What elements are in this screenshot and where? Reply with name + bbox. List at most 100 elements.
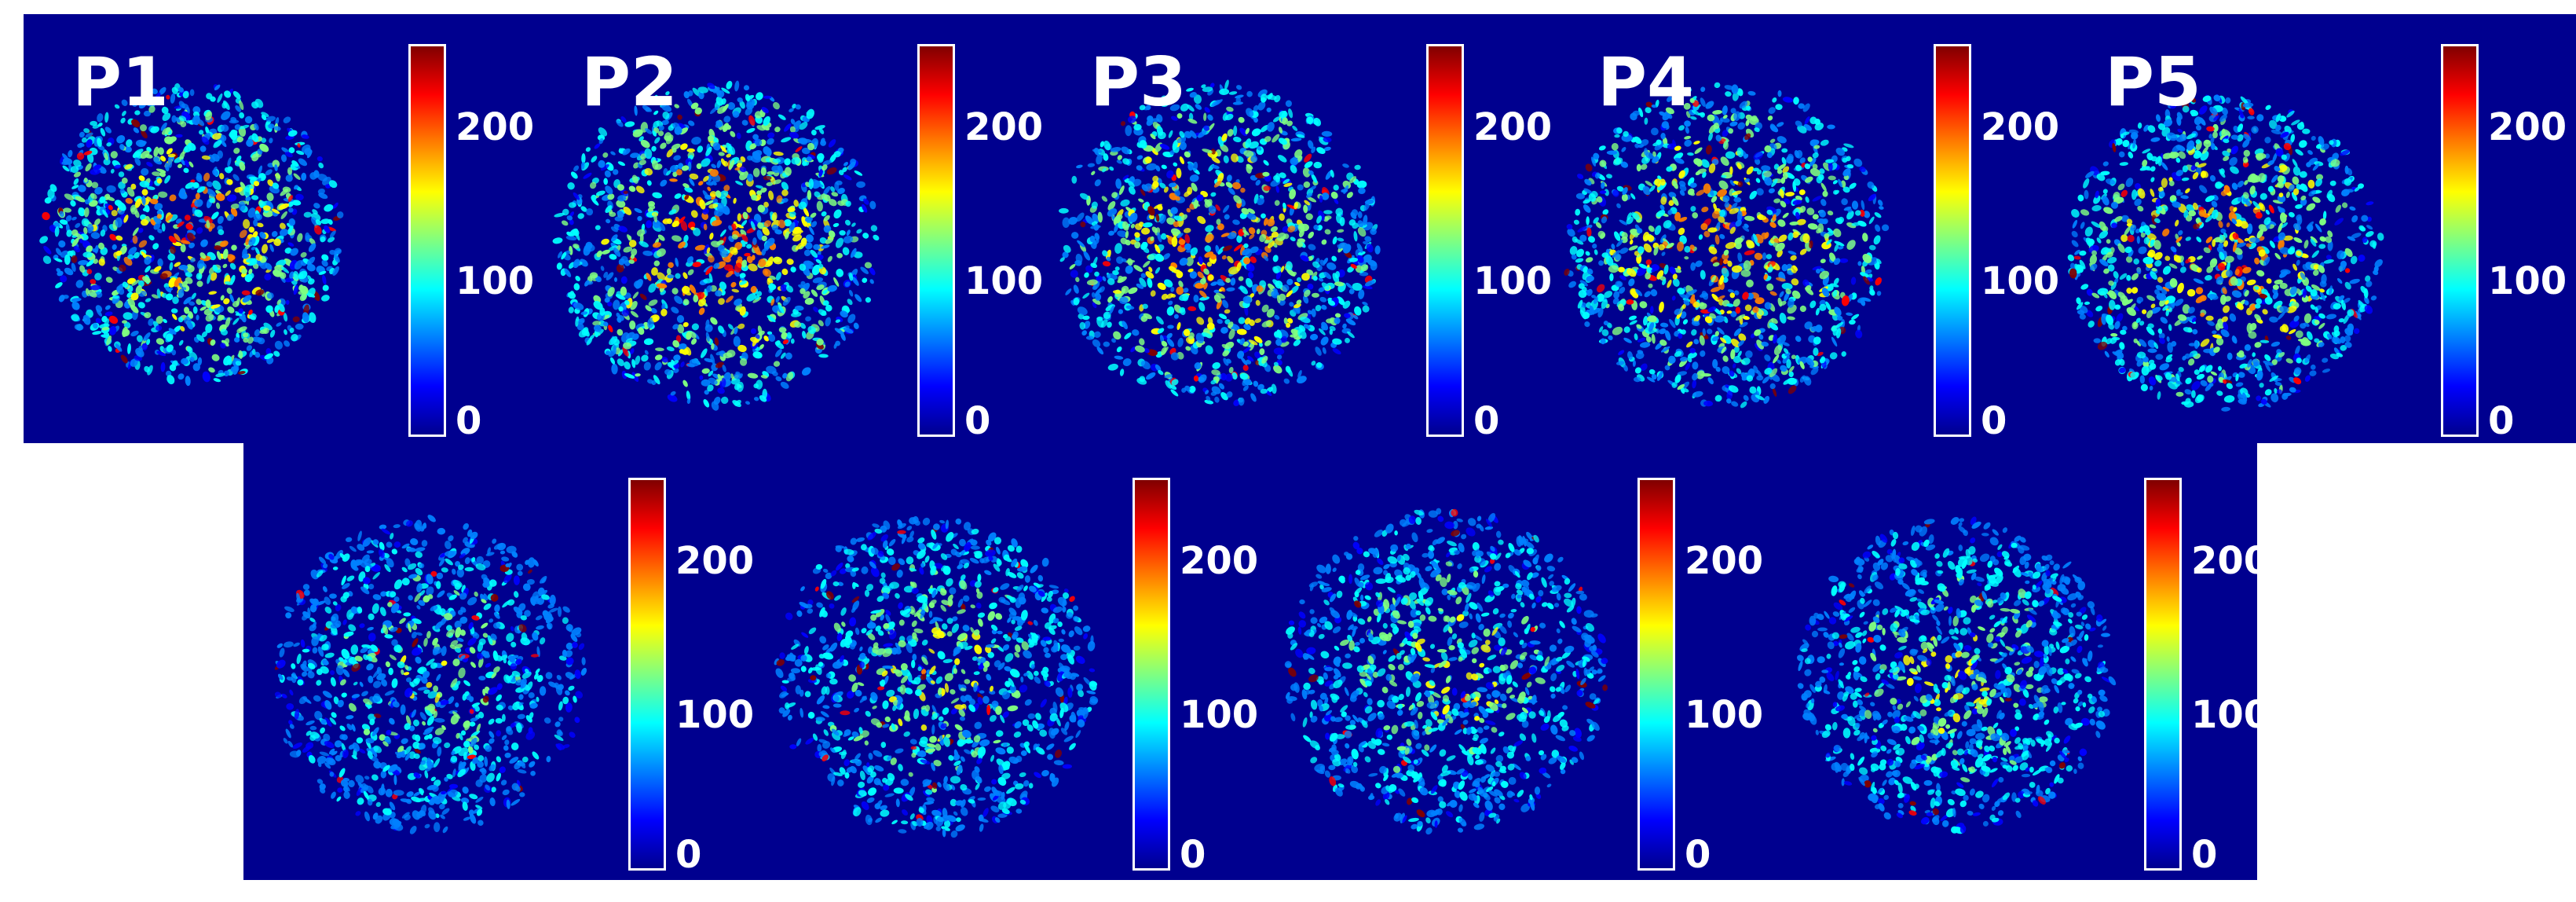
speckle-spot <box>1606 150 1618 156</box>
speckle-spot <box>244 116 253 124</box>
speckle-spot <box>609 254 617 260</box>
speckle-spot <box>2190 97 2197 103</box>
speckle-spot <box>1747 90 1756 96</box>
speckle-spot <box>1134 241 1141 249</box>
speckle-spot <box>862 277 868 284</box>
speckle-spot <box>1768 107 1776 114</box>
speckle-spot <box>224 338 230 345</box>
speckle-spot <box>1128 287 1138 295</box>
speckle-spot <box>719 281 727 291</box>
speckle-spot <box>259 329 267 335</box>
speckle-spot <box>566 231 573 236</box>
speckle-spot <box>306 149 313 159</box>
speckle-spot <box>1273 361 1279 367</box>
speckle-spot <box>762 226 770 236</box>
speckle-spot <box>1250 293 1255 298</box>
speckle-spot <box>95 317 101 324</box>
speckle-spot <box>675 273 681 279</box>
speckle-spot <box>1132 329 1140 336</box>
speckle-spot <box>610 234 618 242</box>
speckle-spot <box>242 295 252 302</box>
speckle-spot <box>2237 181 2245 188</box>
colorbar-tick-label: 200 <box>1473 104 1553 149</box>
speckle-spot <box>1092 298 1101 305</box>
speckle-spot <box>1112 270 1119 276</box>
speckle-spot <box>301 134 309 139</box>
speckle-spot <box>1712 359 1718 368</box>
speckle-spot <box>165 139 170 144</box>
speckle-spot <box>156 214 162 219</box>
speckle-spot <box>2231 336 2238 343</box>
speckle-spot <box>1809 157 1817 167</box>
speckle-spot <box>1210 148 1216 155</box>
colorbar-tick-label: 200 <box>1981 104 2060 149</box>
speckle-spot <box>681 165 690 171</box>
speckle-image <box>1564 82 1890 409</box>
speckle-spot <box>2229 313 2237 322</box>
speckle-spot <box>165 333 174 342</box>
speckle-spot <box>1275 185 1279 193</box>
speckle-spot <box>290 248 298 256</box>
speckle-spot <box>679 349 684 354</box>
speckle-spot <box>652 316 658 322</box>
speckle-spot <box>631 372 639 382</box>
speckle-spot <box>220 343 226 349</box>
speckle-spot <box>1813 336 1821 345</box>
speckle-spot <box>1282 284 1290 292</box>
speckle-spot <box>163 283 170 289</box>
speckle-spot <box>2072 219 2078 229</box>
speckle-spot <box>70 166 79 174</box>
speckle-spot <box>1719 275 1725 285</box>
speckle-spot <box>1830 283 1839 288</box>
speckle-spot <box>714 337 719 346</box>
speckle-spot <box>1711 158 1719 166</box>
speckle-spot <box>1705 101 1714 109</box>
speckle-spot <box>1289 189 1297 200</box>
speckle-spot <box>618 258 625 266</box>
speckle-spot <box>1783 348 1789 354</box>
speckle-spot <box>71 298 82 302</box>
speckle-spot <box>1316 362 1323 368</box>
speckle-spot <box>1238 276 1244 281</box>
speckle-spot <box>1805 176 1813 183</box>
speckle-spot <box>739 101 745 109</box>
speckle-spot <box>1814 122 1824 131</box>
speckle-spot <box>1733 355 1741 364</box>
speckle-spot <box>701 158 711 167</box>
speckle-spot <box>1228 321 1234 328</box>
speckle-spot <box>708 377 718 385</box>
speckle-spot <box>730 378 741 385</box>
speckle-spot <box>1629 239 1634 245</box>
speckle-spot <box>265 169 273 176</box>
speckle-spot <box>816 339 824 346</box>
speckle-spot <box>247 272 254 280</box>
speckle-spot <box>226 288 232 295</box>
speckle-spot <box>1297 241 1304 248</box>
speckle-spot <box>287 195 294 202</box>
speckle-spot <box>1253 336 1263 343</box>
speckle-spot <box>1637 228 1643 234</box>
speckle-spot <box>1319 296 1327 302</box>
speckle-spot <box>185 182 195 189</box>
speckle-spot <box>863 198 869 205</box>
speckle-spot <box>1781 264 1788 272</box>
speckle-spot <box>1686 341 1693 348</box>
speckle-spot <box>1130 223 1135 229</box>
speckle-spot <box>1102 250 1108 257</box>
speckle-spot <box>639 240 649 248</box>
speckle-spot <box>1805 196 1809 204</box>
speckle-spot <box>1313 161 1323 169</box>
speckle-spot <box>1623 326 1630 333</box>
speckle-spot <box>734 327 738 335</box>
speckle-spot <box>1855 329 1863 339</box>
speckle-spot <box>101 327 110 331</box>
speckle-spot <box>1769 125 1779 133</box>
speckle-spot <box>239 100 244 111</box>
speckle-spot <box>1672 273 1678 280</box>
speckle-spot <box>177 373 185 380</box>
speckle-spot <box>1354 164 1361 170</box>
speckle-spot <box>801 147 810 155</box>
speckle-spot <box>674 126 682 135</box>
speckle-spot <box>1717 189 1728 197</box>
speckle-spot <box>64 267 74 276</box>
